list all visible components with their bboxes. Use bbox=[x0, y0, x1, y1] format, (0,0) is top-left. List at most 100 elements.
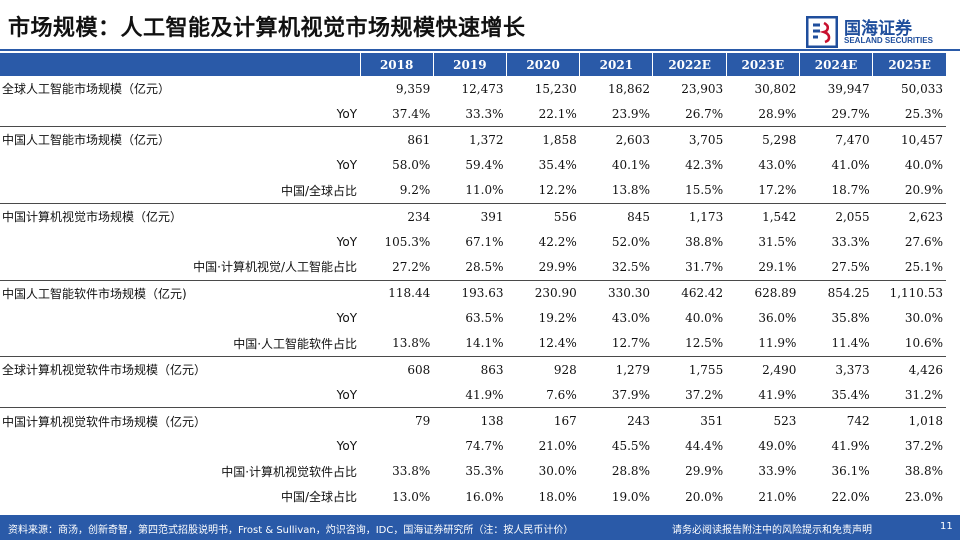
year-header: 2021 bbox=[579, 53, 653, 76]
value-cell: 18.0% bbox=[538, 489, 577, 504]
value-cell: 29.9% bbox=[685, 464, 724, 479]
value-cell: 50,033 bbox=[901, 81, 943, 96]
value-cell: 35.4% bbox=[831, 387, 870, 402]
row-label: 中国·人工智能软件占比 bbox=[233, 336, 358, 351]
row-label: 中国/全球占比 bbox=[280, 490, 358, 505]
value-cell: 12,473 bbox=[461, 81, 504, 96]
disclaimer-note: 请务必阅读报告附注中的风险提示和免责声明 bbox=[672, 525, 872, 536]
value-cell: 13.0% bbox=[392, 489, 431, 504]
value-cell: 1,755 bbox=[652, 356, 727, 383]
source-note: 资料来源：商汤，创新奇智，第四范式招股说明书，Frost & Sullivan，… bbox=[8, 525, 574, 536]
value-cell: 193.63 bbox=[433, 279, 507, 306]
value-cell: 38.8% bbox=[904, 464, 943, 479]
value-cell: 608 bbox=[360, 356, 434, 383]
value-cell: 351 bbox=[652, 407, 727, 434]
table-subrow: YoY 41.9% 7.6% 37.9% 37.2% 41.9% 35.4% 31.2% bbox=[0, 382, 946, 408]
value-cell: 15.5% bbox=[685, 183, 724, 198]
table-row: 中国计算机视觉软件市场规模（亿元） 79 138 167 243 351 523 742 1,0… bbox=[0, 407, 946, 434]
value-cell: 40.0% bbox=[904, 158, 943, 173]
value-cell: 1,372 bbox=[433, 126, 507, 153]
value-cell: 33.3% bbox=[831, 234, 870, 249]
row-label: 全球计算机视觉软件市场规模（亿元） bbox=[0, 356, 361, 383]
value-cell: 43.0% bbox=[611, 311, 650, 326]
value-cell: 36.0% bbox=[758, 311, 797, 326]
page-number: 11 bbox=[940, 521, 953, 532]
value-cell: 2,623 bbox=[872, 202, 946, 230]
value-cell: 41.9% bbox=[465, 387, 504, 402]
value-cell: 35.3% bbox=[465, 464, 504, 479]
value-cell: 31.7% bbox=[685, 259, 724, 274]
value-cell: 33.3% bbox=[465, 106, 504, 121]
table-header-row: 2018 2019 2020 2021 2022E 2023E 2024E 20… bbox=[0, 53, 946, 76]
value-cell: 18.7% bbox=[831, 183, 870, 198]
value-cell: 52.0% bbox=[611, 234, 650, 249]
row-label: YoY bbox=[336, 387, 358, 402]
value-cell: 31.5% bbox=[758, 234, 797, 249]
value-cell: 1,542 bbox=[726, 202, 800, 230]
table-subrow: 中国·计算机视觉/人工智能占比 27.2% 28.5% 29.9% 32.5% 31.7%… bbox=[0, 254, 946, 280]
value-cell: 59.4% bbox=[465, 158, 504, 173]
row-label: 中国计算机视觉软件市场规模（亿元） bbox=[0, 407, 361, 434]
year-header: 2019 bbox=[432, 53, 507, 76]
table-subrow: YoY 74.7% 21.0% 45.5% 44.4% 49.0% 41.9% 37.2% bbox=[0, 434, 946, 459]
value-cell: 20.0% bbox=[685, 489, 724, 504]
value-cell: 22.1% bbox=[538, 106, 577, 121]
row-label: 中国人工智能市场规模（亿元） bbox=[0, 126, 361, 153]
value-cell: 28.5% bbox=[465, 259, 504, 274]
row-label: YoY bbox=[336, 106, 358, 121]
logo-english-name: SEALAND SECURITIES bbox=[844, 36, 933, 45]
value-cell: 32.5% bbox=[611, 259, 650, 274]
value-cell: 33.9% bbox=[758, 464, 797, 479]
value-cell: 1,173 bbox=[652, 202, 727, 230]
value-cell: 30.0% bbox=[538, 464, 577, 479]
logo-chinese-name: 国海证券 bbox=[844, 19, 912, 39]
value-cell: 10.6% bbox=[904, 336, 943, 351]
value-cell: 21.0% bbox=[758, 489, 797, 504]
value-cell: 30,802 bbox=[754, 81, 797, 96]
value-cell: 230.90 bbox=[506, 279, 580, 306]
value-cell: 41.0% bbox=[831, 158, 870, 173]
year-header: 2018 bbox=[359, 53, 434, 76]
value-cell: 37.2% bbox=[904, 439, 943, 454]
value-cell: 845 bbox=[579, 202, 653, 230]
year-header: 2020 bbox=[505, 53, 580, 76]
value-cell: 12.2% bbox=[538, 183, 577, 198]
value-cell: 58.0% bbox=[392, 158, 431, 173]
footer-bar: 资料来源：商汤，创新奇智，第四范式招股说明书，Frost & Sullivan，… bbox=[0, 515, 960, 540]
value-cell: 11.9% bbox=[758, 336, 797, 351]
value-cell: 30.0% bbox=[904, 311, 943, 326]
value-cell: 37.2% bbox=[685, 387, 724, 402]
value-cell: 29.1% bbox=[758, 259, 797, 274]
table-subrow: YoY 58.0% 59.4% 35.4% 40.1% 42.3% 43.0% 41.0% 40… bbox=[0, 153, 946, 178]
value-cell bbox=[360, 306, 433, 331]
value-cell: 13.8% bbox=[611, 183, 650, 198]
value-cell: 234 bbox=[360, 202, 434, 230]
value-cell: 2,055 bbox=[799, 202, 873, 230]
value-cell: 462.42 bbox=[652, 279, 727, 306]
table-subrow: YoY 37.4% 33.3% 22.1% 23.9% 26.7% 28.9% 29.7% 25… bbox=[0, 101, 946, 127]
value-cell: 21.0% bbox=[538, 439, 577, 454]
market-size-table: 2018 2019 2020 2021 2022E 2023E 2024E 20… bbox=[0, 53, 946, 509]
value-cell: 63.5% bbox=[465, 311, 504, 326]
value-cell: 43.0% bbox=[758, 158, 797, 173]
value-cell: 49.0% bbox=[758, 439, 797, 454]
table-subrow: 中国/全球占比 9.2% 11.0% 12.2% 13.8% 15.5% 17.2% 18.7… bbox=[0, 178, 946, 204]
row-label: 中国·计算机视觉/人工智能占比 bbox=[193, 260, 358, 275]
value-cell: 45.5% bbox=[611, 439, 650, 454]
value-cell: 16.0% bbox=[465, 489, 504, 504]
value-cell: 391 bbox=[433, 202, 507, 230]
value-cell: 79 bbox=[360, 407, 434, 434]
table-subrow: 中国/全球占比 13.0% 16.0% 18.0% 19.0% 20.0% 21.0% 22.… bbox=[0, 484, 946, 509]
value-cell: 35.4% bbox=[538, 158, 577, 173]
row-label: YoY bbox=[336, 311, 358, 326]
value-cell: 7.6% bbox=[546, 387, 577, 402]
table-subrow: YoY 63.5% 19.2% 43.0% 40.0% 36.0% 35.8% 30.0% bbox=[0, 306, 946, 331]
year-header: 2023E bbox=[725, 53, 800, 76]
table-row: 中国人工智能市场规模（亿元） 861 1,372 1,858 2,603 3,705 5,2… bbox=[0, 126, 946, 153]
value-cell: 9.2% bbox=[399, 183, 431, 198]
value-cell: 628.89 bbox=[726, 279, 800, 306]
value-cell: 41.9% bbox=[758, 387, 797, 402]
value-cell: 861 bbox=[360, 126, 434, 153]
row-label: YoY bbox=[336, 234, 358, 249]
value-cell: 42.3% bbox=[685, 158, 724, 173]
